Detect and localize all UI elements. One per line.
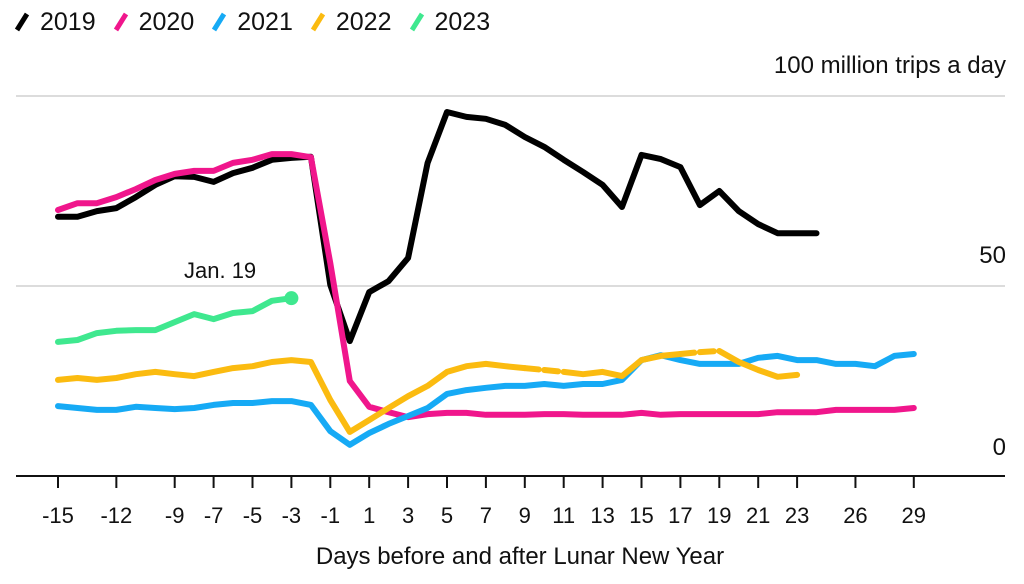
legend-item-2022: 2022 — [310, 8, 392, 37]
series-line-2020 — [55, 151, 917, 421]
x-tick-label: 26 — [843, 503, 868, 528]
x-axis-label: Days before and after Lunar New Year — [315, 543, 725, 570]
x-tick-label: 29 — [901, 503, 927, 528]
legend-swatch-2020 — [113, 12, 128, 32]
x-tick-label: 23 — [784, 503, 810, 528]
legend-item-2021: 2021 — [211, 8, 293, 37]
series-line-2022 — [716, 348, 801, 380]
series-line-2022 — [55, 357, 528, 435]
series-line-2023 — [55, 295, 295, 345]
legend-swatch-line-2019 — [14, 12, 30, 32]
annotation-jan-19: Jan. 19 — [184, 258, 257, 283]
x-tick-label: -9 — [164, 503, 185, 528]
x-tick-label: -15 — [42, 503, 74, 528]
x-tick-label: 21 — [745, 503, 771, 528]
x-tick-label: 1 — [363, 503, 376, 528]
x-tick-label: 11 — [552, 503, 576, 528]
legend-swatch-2021 — [212, 12, 227, 32]
x-tick-label: -1 — [320, 503, 341, 528]
x-tick-label: 3 — [401, 503, 415, 528]
legend-label: 2023 — [434, 7, 491, 36]
legend-swatch-2023 — [409, 12, 424, 32]
x-axis — [16, 475, 1005, 488]
legend: 2019 2020 2021 2022 2023 — [14, 4, 507, 40]
legend-item-2023: 2023 — [409, 7, 491, 37]
legend-item-2020: 2020 — [113, 7, 195, 37]
x-tick-label: -3 — [281, 503, 302, 528]
x-tick-label: 9 — [518, 503, 531, 528]
legend-label: 2022 — [335, 7, 392, 36]
series-line-2022 — [560, 351, 684, 380]
legend-swatch-line-2022 — [310, 12, 325, 32]
x-tick-label: -7 — [203, 503, 224, 528]
y-unit-label: 100 million trips a day — [773, 52, 1006, 79]
legend-swatch-2019 — [14, 12, 30, 32]
legend-label: 2019 — [40, 7, 96, 36]
series-line-2022-dashed — [521, 365, 548, 373]
series-line-2022-dashed — [677, 349, 703, 358]
x-tick-label: 5 — [440, 503, 454, 528]
y-tick-label-0: 0 — [992, 434, 1006, 461]
series-endpoint-2023 — [284, 291, 299, 306]
gridlines — [16, 95, 1005, 287]
legend-swatch-2022 — [310, 12, 325, 32]
x-tick-label: 19 — [707, 503, 732, 528]
x-tick-label: -12 — [100, 503, 133, 528]
legend-label: 2020 — [138, 7, 195, 36]
series-lines — [55, 109, 917, 448]
legend-swatch-line-2021 — [212, 12, 227, 32]
legend-label: 2021 — [237, 7, 293, 36]
x-tick-label: 13 — [590, 503, 615, 528]
series-line-2022-dashed — [541, 366, 567, 375]
x-tick-label: -5 — [242, 503, 263, 528]
x-tick-label: 7 — [479, 503, 493, 528]
series-line-2019 — [55, 109, 820, 345]
x-tick-label: 17 — [668, 503, 693, 528]
series-line-2021 — [55, 351, 917, 448]
legend-swatch-line-2020 — [113, 12, 128, 32]
legend-item-2019: 2019 — [14, 8, 96, 37]
y-tick-label-50: 50 — [979, 242, 1006, 269]
series-line-2022-dashed — [696, 347, 723, 356]
legend-swatch-line-2023 — [409, 12, 424, 32]
x-tick-label: 15 — [629, 503, 654, 528]
